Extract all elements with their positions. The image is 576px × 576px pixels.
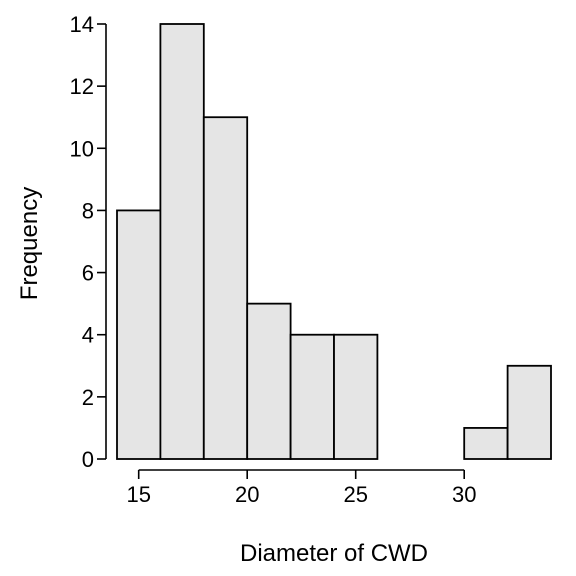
bar-24-26	[333, 333, 379, 460]
x-tick-label: 15	[126, 482, 150, 507]
y-tick-label: 14	[70, 12, 94, 37]
y-tick-label: 12	[70, 74, 94, 99]
bar-20-22	[246, 302, 292, 460]
y-tick-label: 6	[82, 261, 94, 286]
bar-18-20	[202, 116, 249, 460]
y-tick-label: 2	[82, 385, 94, 410]
y-tick-label: 0	[82, 447, 94, 472]
y-tick-label: 8	[82, 198, 94, 223]
y-tick-label: 4	[82, 323, 94, 348]
y-tick-label: 10	[70, 136, 94, 161]
bar-14-16	[116, 209, 162, 460]
x-tick-label: 30	[452, 482, 476, 507]
bar-30-32	[463, 427, 509, 460]
x-axis-title: Diameter of CWD	[240, 540, 428, 567]
bar-16-18	[159, 23, 205, 460]
x-tick-label: 25	[343, 482, 367, 507]
y-axis-title: Frequency	[16, 187, 43, 300]
bars-group	[116, 23, 552, 460]
bar-32-34	[506, 364, 552, 460]
x-tick-label: 20	[235, 482, 259, 507]
bar-22-24	[289, 333, 335, 460]
y-axis: 0 2 4 6 8 10 12 14	[70, 12, 107, 472]
x-axis: 15 20 25 30	[126, 469, 476, 507]
